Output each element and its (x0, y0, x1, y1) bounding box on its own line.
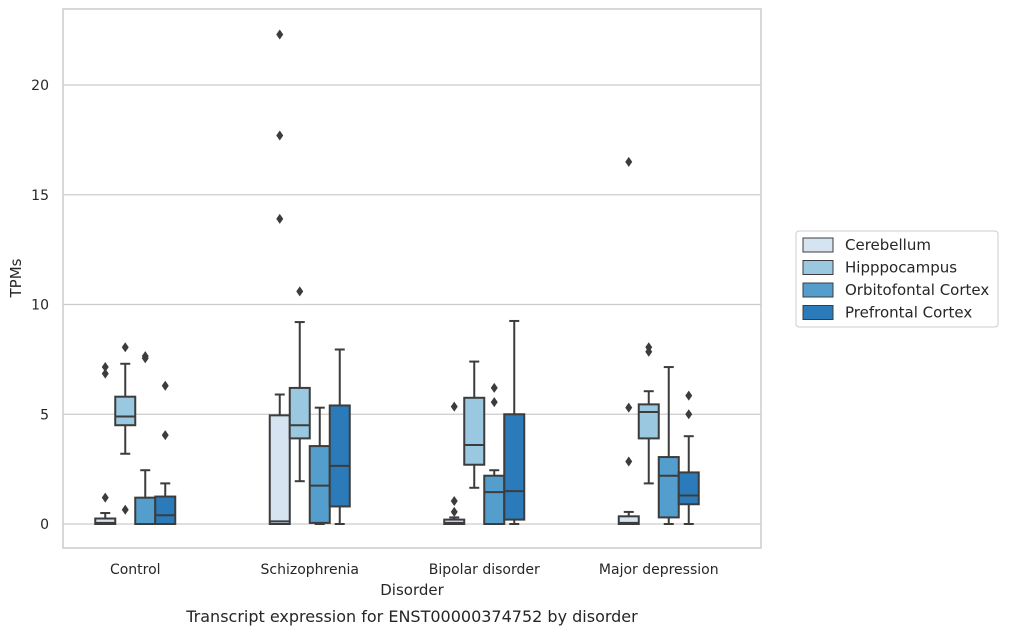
legend-swatch (802, 260, 834, 275)
x-tick-label: Control (110, 562, 161, 578)
box-iqr (154, 495, 177, 525)
legend-label: Hipppocampus (845, 259, 957, 277)
box-iqr (677, 471, 700, 506)
legend: Cerebellum Hipppocampus Orbitofontal Corte… (795, 230, 999, 328)
box-iqr (268, 414, 291, 525)
box-group (617, 156, 640, 526)
outlier-point (101, 362, 109, 373)
box-group (677, 390, 700, 525)
box-group (503, 319, 526, 525)
boxes-layer (94, 29, 700, 526)
box-iqr (483, 474, 506, 525)
box-iqr (503, 413, 526, 521)
y-axis-label: TPMs (7, 258, 25, 298)
x-tick-label: Major depression (599, 562, 719, 578)
y-tick-label: 10 (31, 298, 49, 314)
box-iqr (114, 395, 137, 427)
x-tick-labels: Control Schizophrenia Bipolar disorder Majo… (110, 562, 719, 578)
legend-label: Orbitofontal Cortex (845, 281, 989, 299)
legend-label: Prefrontal Cortex (845, 304, 972, 322)
box-iqr (288, 386, 311, 440)
outlier-point (121, 504, 129, 515)
outlier-point (490, 397, 498, 408)
legend-swatch (802, 305, 834, 320)
legend-label: Cerebellum (845, 236, 931, 254)
box-group (154, 380, 177, 525)
outlier-point (101, 368, 109, 379)
box-iqr (94, 517, 117, 526)
outlier-point (450, 495, 458, 506)
box-group (94, 362, 117, 526)
outlier-point (161, 430, 169, 441)
box-group (268, 29, 291, 525)
outlier-point (685, 409, 693, 420)
outlier-point (450, 506, 458, 517)
x-axis-label: Disorder (380, 581, 444, 599)
box-group (308, 406, 331, 525)
x-tick-label: Schizophrenia (261, 562, 359, 578)
legend-swatch (802, 282, 834, 298)
grid-lines (63, 84, 761, 525)
outlier-point (276, 130, 284, 141)
box-group (288, 286, 311, 483)
plot-area-frame (62, 8, 762, 549)
outlier-point (645, 342, 653, 353)
y-tick-label: 15 (31, 188, 49, 204)
outlier-point (276, 213, 284, 224)
outlier-point (161, 380, 169, 391)
outlier-point (296, 286, 304, 297)
box-iqr (443, 518, 466, 525)
box-iqr (328, 404, 351, 508)
outlier-point (121, 342, 129, 353)
box-group (637, 342, 660, 485)
box-group (114, 342, 137, 515)
outlier-point (625, 456, 633, 467)
outlier-point (450, 401, 458, 412)
box-iqr (134, 496, 157, 526)
legend-frame (795, 230, 999, 328)
box-iqr (617, 515, 640, 526)
y-tick-label: 0 (40, 517, 49, 533)
y-tick-label: 5 (40, 407, 49, 423)
outlier-point (490, 382, 498, 393)
box-group (463, 360, 486, 489)
outlier-point (685, 390, 693, 401)
outlier-point (101, 492, 109, 503)
y-tick-labels: 0 5 10 15 20 (31, 78, 49, 533)
outlier-point (625, 402, 633, 413)
box-group (443, 401, 466, 525)
box-group (657, 366, 680, 525)
box-group (328, 348, 351, 525)
box-iqr (637, 403, 660, 440)
box-group (134, 351, 157, 526)
outlier-point (141, 351, 149, 362)
x-tick-label: Bipolar disorder (429, 562, 540, 578)
legend-swatch (802, 237, 834, 253)
outlier-point (625, 156, 633, 167)
outlier-point (276, 29, 284, 40)
chart-caption: Transcript expression for ENST0000037475… (185, 607, 638, 626)
box-group (483, 382, 506, 525)
box-iqr (657, 456, 680, 519)
y-tick-label: 20 (31, 78, 49, 94)
box-iqr (308, 445, 331, 524)
box-iqr (463, 396, 486, 466)
